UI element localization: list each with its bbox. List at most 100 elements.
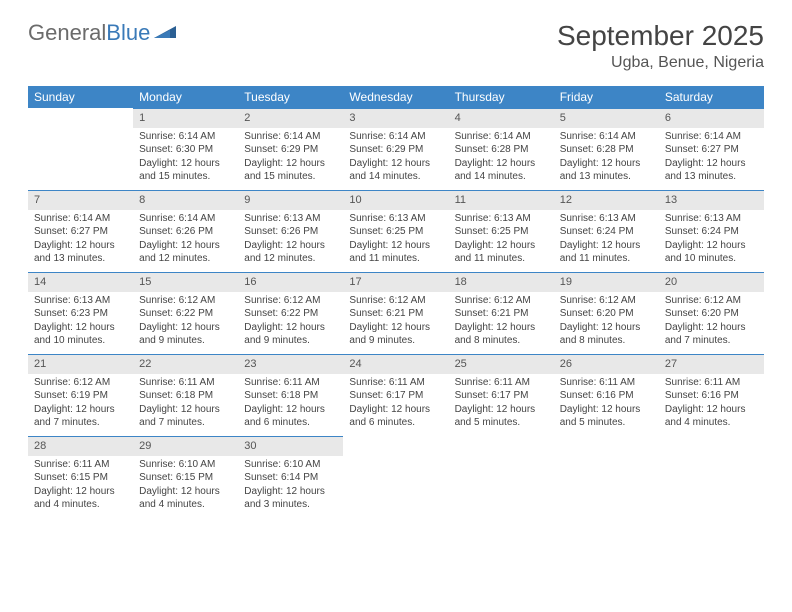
day-number: 15 <box>133 272 238 292</box>
calendar-cell <box>449 436 554 518</box>
calendar-cell: 7Sunrise: 6:14 AMSunset: 6:27 PMDaylight… <box>28 190 133 272</box>
day-number: 19 <box>554 272 659 292</box>
logo: GeneralBlue <box>28 20 178 46</box>
day-body: Sunrise: 6:11 AMSunset: 6:16 PMDaylight:… <box>554 374 659 434</box>
day-number: 28 <box>28 436 133 456</box>
location: Ugba, Benue, Nigeria <box>557 54 764 72</box>
logo-word2: Blue <box>106 20 150 45</box>
day-number: 22 <box>133 354 238 374</box>
calendar-row: 21Sunrise: 6:12 AMSunset: 6:19 PMDayligh… <box>28 354 764 436</box>
calendar-cell: 22Sunrise: 6:11 AMSunset: 6:18 PMDayligh… <box>133 354 238 436</box>
calendar-cell <box>28 108 133 190</box>
calendar-cell: 26Sunrise: 6:11 AMSunset: 6:16 PMDayligh… <box>554 354 659 436</box>
day-body: Sunrise: 6:12 AMSunset: 6:21 PMDaylight:… <box>343 292 448 352</box>
day-number: 30 <box>238 436 343 456</box>
calendar-cell: 9Sunrise: 6:13 AMSunset: 6:26 PMDaylight… <box>238 190 343 272</box>
day-body: Sunrise: 6:13 AMSunset: 6:24 PMDaylight:… <box>554 210 659 270</box>
calendar-cell: 14Sunrise: 6:13 AMSunset: 6:23 PMDayligh… <box>28 272 133 354</box>
title-block: September 2025 Ugba, Benue, Nigeria <box>557 20 764 72</box>
day-number: 6 <box>659 108 764 128</box>
day-number: 24 <box>343 354 448 374</box>
day-body: Sunrise: 6:13 AMSunset: 6:25 PMDaylight:… <box>449 210 554 270</box>
day-number: 3 <box>343 108 448 128</box>
day-number: 10 <box>343 190 448 210</box>
day-body: Sunrise: 6:14 AMSunset: 6:26 PMDaylight:… <box>133 210 238 270</box>
day-number: 17 <box>343 272 448 292</box>
calendar-cell: 18Sunrise: 6:12 AMSunset: 6:21 PMDayligh… <box>449 272 554 354</box>
calendar-cell: 28Sunrise: 6:11 AMSunset: 6:15 PMDayligh… <box>28 436 133 518</box>
day-number: 16 <box>238 272 343 292</box>
calendar-cell: 8Sunrise: 6:14 AMSunset: 6:26 PMDaylight… <box>133 190 238 272</box>
calendar-row: 7Sunrise: 6:14 AMSunset: 6:27 PMDaylight… <box>28 190 764 272</box>
day-body: Sunrise: 6:13 AMSunset: 6:26 PMDaylight:… <box>238 210 343 270</box>
calendar-cell: 2Sunrise: 6:14 AMSunset: 6:29 PMDaylight… <box>238 108 343 190</box>
day-body: Sunrise: 6:11 AMSunset: 6:17 PMDaylight:… <box>343 374 448 434</box>
day-body: Sunrise: 6:14 AMSunset: 6:28 PMDaylight:… <box>554 128 659 188</box>
day-body: Sunrise: 6:10 AMSunset: 6:15 PMDaylight:… <box>133 456 238 516</box>
calendar-cell: 21Sunrise: 6:12 AMSunset: 6:19 PMDayligh… <box>28 354 133 436</box>
day-body: Sunrise: 6:11 AMSunset: 6:18 PMDaylight:… <box>238 374 343 434</box>
calendar-cell: 11Sunrise: 6:13 AMSunset: 6:25 PMDayligh… <box>449 190 554 272</box>
calendar-cell: 15Sunrise: 6:12 AMSunset: 6:22 PMDayligh… <box>133 272 238 354</box>
day-body: Sunrise: 6:14 AMSunset: 6:29 PMDaylight:… <box>238 128 343 188</box>
day-body: Sunrise: 6:11 AMSunset: 6:16 PMDaylight:… <box>659 374 764 434</box>
calendar-row: 28Sunrise: 6:11 AMSunset: 6:15 PMDayligh… <box>28 436 764 518</box>
day-body: Sunrise: 6:11 AMSunset: 6:15 PMDaylight:… <box>28 456 133 516</box>
calendar-cell <box>659 436 764 518</box>
weekday-header: Monday <box>133 86 238 108</box>
day-number: 4 <box>449 108 554 128</box>
calendar-cell: 20Sunrise: 6:12 AMSunset: 6:20 PMDayligh… <box>659 272 764 354</box>
day-number: 27 <box>659 354 764 374</box>
day-number: 11 <box>449 190 554 210</box>
calendar-body: 1Sunrise: 6:14 AMSunset: 6:30 PMDaylight… <box>28 108 764 518</box>
weekday-header: Sunday <box>28 86 133 108</box>
day-number: 9 <box>238 190 343 210</box>
day-number: 1 <box>133 108 238 128</box>
calendar-cell: 5Sunrise: 6:14 AMSunset: 6:28 PMDaylight… <box>554 108 659 190</box>
day-number: 21 <box>28 354 133 374</box>
day-body: Sunrise: 6:12 AMSunset: 6:20 PMDaylight:… <box>659 292 764 352</box>
day-number: 2 <box>238 108 343 128</box>
day-number: 20 <box>659 272 764 292</box>
calendar-cell: 25Sunrise: 6:11 AMSunset: 6:17 PMDayligh… <box>449 354 554 436</box>
calendar-head: SundayMondayTuesdayWednesdayThursdayFrid… <box>28 86 764 108</box>
day-number: 23 <box>238 354 343 374</box>
day-body: Sunrise: 6:14 AMSunset: 6:28 PMDaylight:… <box>449 128 554 188</box>
day-body: Sunrise: 6:14 AMSunset: 6:29 PMDaylight:… <box>343 128 448 188</box>
day-number: 29 <box>133 436 238 456</box>
calendar-cell <box>343 436 448 518</box>
calendar-row: 1Sunrise: 6:14 AMSunset: 6:30 PMDaylight… <box>28 108 764 190</box>
calendar-cell: 10Sunrise: 6:13 AMSunset: 6:25 PMDayligh… <box>343 190 448 272</box>
day-body: Sunrise: 6:12 AMSunset: 6:19 PMDaylight:… <box>28 374 133 434</box>
day-body: Sunrise: 6:13 AMSunset: 6:24 PMDaylight:… <box>659 210 764 270</box>
day-number: 7 <box>28 190 133 210</box>
weekday-header: Tuesday <box>238 86 343 108</box>
day-number: 14 <box>28 272 133 292</box>
logo-text: GeneralBlue <box>28 20 150 46</box>
day-body: Sunrise: 6:11 AMSunset: 6:17 PMDaylight:… <box>449 374 554 434</box>
day-body: Sunrise: 6:13 AMSunset: 6:25 PMDaylight:… <box>343 210 448 270</box>
day-body: Sunrise: 6:14 AMSunset: 6:27 PMDaylight:… <box>28 210 133 270</box>
weekday-header: Friday <box>554 86 659 108</box>
day-body: Sunrise: 6:12 AMSunset: 6:21 PMDaylight:… <box>449 292 554 352</box>
calendar-table: SundayMondayTuesdayWednesdayThursdayFrid… <box>28 86 764 518</box>
day-number: 13 <box>659 190 764 210</box>
day-number: 25 <box>449 354 554 374</box>
calendar-cell: 27Sunrise: 6:11 AMSunset: 6:16 PMDayligh… <box>659 354 764 436</box>
day-body: Sunrise: 6:12 AMSunset: 6:20 PMDaylight:… <box>554 292 659 352</box>
calendar-cell: 4Sunrise: 6:14 AMSunset: 6:28 PMDaylight… <box>449 108 554 190</box>
flag-icon <box>154 24 178 42</box>
day-number: 12 <box>554 190 659 210</box>
calendar-cell: 3Sunrise: 6:14 AMSunset: 6:29 PMDaylight… <box>343 108 448 190</box>
calendar-cell: 12Sunrise: 6:13 AMSunset: 6:24 PMDayligh… <box>554 190 659 272</box>
calendar-cell: 6Sunrise: 6:14 AMSunset: 6:27 PMDaylight… <box>659 108 764 190</box>
header: GeneralBlue September 2025 Ugba, Benue, … <box>28 20 764 72</box>
calendar-cell <box>554 436 659 518</box>
day-number: 26 <box>554 354 659 374</box>
day-body: Sunrise: 6:10 AMSunset: 6:14 PMDaylight:… <box>238 456 343 516</box>
day-body: Sunrise: 6:11 AMSunset: 6:18 PMDaylight:… <box>133 374 238 434</box>
weekday-row: SundayMondayTuesdayWednesdayThursdayFrid… <box>28 86 764 108</box>
day-body: Sunrise: 6:14 AMSunset: 6:30 PMDaylight:… <box>133 128 238 188</box>
calendar-cell: 29Sunrise: 6:10 AMSunset: 6:15 PMDayligh… <box>133 436 238 518</box>
calendar-cell: 23Sunrise: 6:11 AMSunset: 6:18 PMDayligh… <box>238 354 343 436</box>
